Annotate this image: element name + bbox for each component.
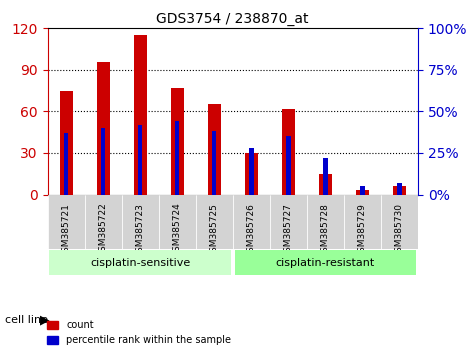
Bar — [212, 131, 217, 195]
Bar — [208, 104, 221, 195]
Text: GSM385724: GSM385724 — [173, 203, 181, 257]
Text: GSM385730: GSM385730 — [395, 203, 404, 258]
Bar — [59, 91, 73, 195]
FancyBboxPatch shape — [381, 195, 418, 249]
FancyBboxPatch shape — [48, 195, 85, 249]
FancyBboxPatch shape — [344, 195, 381, 249]
FancyBboxPatch shape — [196, 195, 233, 249]
Legend: count, percentile rank within the sample: count, percentile rank within the sample — [43, 316, 235, 349]
Bar — [64, 133, 68, 195]
Bar — [101, 128, 105, 195]
Text: GSM385723: GSM385723 — [136, 203, 144, 258]
Text: GSM385721: GSM385721 — [62, 203, 70, 258]
FancyBboxPatch shape — [233, 195, 270, 249]
FancyBboxPatch shape — [49, 250, 231, 275]
Bar — [282, 109, 295, 195]
Bar — [171, 88, 184, 195]
Bar — [245, 153, 258, 195]
Text: GSM385725: GSM385725 — [210, 203, 218, 258]
FancyBboxPatch shape — [122, 195, 159, 249]
FancyBboxPatch shape — [307, 195, 344, 249]
Title: GDS3754 / 238870_at: GDS3754 / 238870_at — [156, 12, 309, 26]
FancyBboxPatch shape — [85, 195, 122, 249]
Text: cisplatin-sensitive: cisplatin-sensitive — [90, 257, 190, 268]
Text: cell line: cell line — [5, 315, 48, 325]
Bar — [360, 186, 365, 195]
Text: cisplatin-resistant: cisplatin-resistant — [276, 257, 375, 268]
Text: GSM385728: GSM385728 — [321, 203, 330, 258]
Bar — [397, 183, 402, 195]
Bar — [323, 158, 328, 195]
FancyBboxPatch shape — [235, 250, 416, 275]
Bar — [138, 125, 142, 195]
FancyBboxPatch shape — [270, 195, 307, 249]
Bar — [175, 121, 180, 195]
Bar — [393, 186, 406, 195]
Bar — [96, 62, 110, 195]
Text: GSM385722: GSM385722 — [99, 203, 107, 257]
Bar — [286, 136, 291, 195]
Text: GSM385727: GSM385727 — [284, 203, 293, 258]
Bar — [356, 190, 369, 195]
Bar — [249, 148, 254, 195]
Text: GSM385729: GSM385729 — [358, 203, 367, 258]
Text: ▶: ▶ — [40, 314, 50, 327]
Text: GSM385726: GSM385726 — [247, 203, 256, 258]
FancyBboxPatch shape — [159, 195, 196, 249]
Bar — [319, 174, 332, 195]
Bar — [133, 35, 147, 195]
